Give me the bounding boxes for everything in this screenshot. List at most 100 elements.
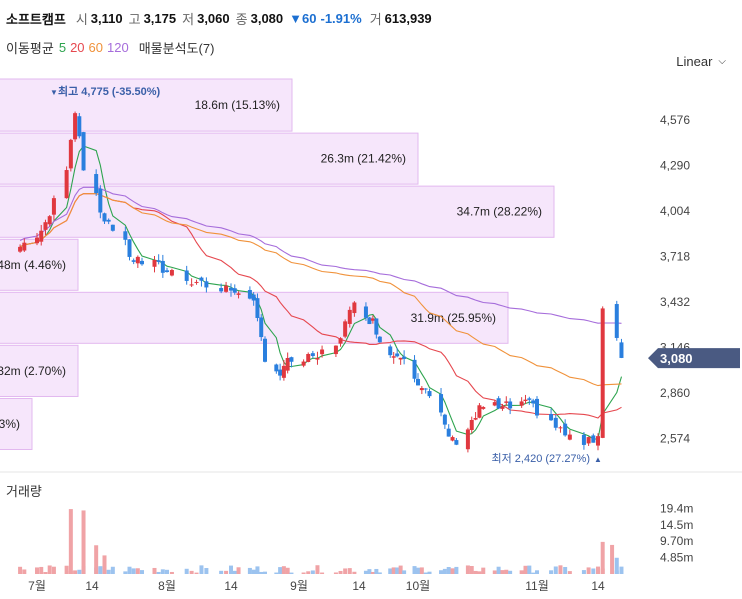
up-triangle-icon: ▲ bbox=[594, 455, 602, 464]
volume-bar bbox=[481, 567, 486, 574]
candle-body bbox=[496, 398, 501, 409]
volume-bar bbox=[610, 544, 615, 574]
volume-bar bbox=[465, 565, 470, 574]
volume-bar bbox=[535, 570, 539, 574]
candle-body bbox=[204, 281, 209, 288]
ma-period-60[interactable]: 60 bbox=[88, 40, 104, 55]
candle-body bbox=[563, 423, 568, 436]
candle-body bbox=[347, 309, 352, 324]
low-label: 저 bbox=[182, 11, 195, 27]
candle-body bbox=[39, 230, 44, 242]
moving-average-bar[interactable]: 이동평균 5 20 60 120 매물분석도(7) bbox=[6, 38, 219, 57]
volume-bar bbox=[43, 572, 48, 574]
volume-bar bbox=[600, 541, 605, 574]
volume-profile-label: 5.48m (4.46%) bbox=[0, 258, 66, 272]
volume-bar bbox=[73, 570, 78, 574]
candle-body bbox=[165, 270, 169, 273]
volume-bar bbox=[508, 570, 513, 574]
candle-body bbox=[454, 440, 459, 445]
volume-profile-label: 18.6m (15.13%) bbox=[195, 98, 280, 112]
volume-bar bbox=[278, 567, 283, 574]
volume-tick-label: 4.85m bbox=[660, 551, 693, 565]
candle-body bbox=[278, 369, 283, 376]
volume-bar bbox=[110, 566, 115, 574]
candle-body bbox=[77, 116, 82, 137]
candle-body bbox=[169, 270, 174, 276]
candle-body bbox=[43, 222, 48, 230]
open-label: 시 bbox=[75, 11, 88, 27]
candle-body bbox=[259, 317, 264, 338]
candle-body bbox=[255, 298, 260, 318]
candle-body bbox=[523, 399, 528, 401]
candle-body bbox=[596, 436, 600, 446]
candle-body bbox=[35, 237, 39, 244]
volume-bar bbox=[363, 570, 368, 574]
volume-bar bbox=[301, 572, 306, 574]
volume-panel-label: 거래량 bbox=[6, 484, 42, 499]
candle-body bbox=[427, 391, 432, 397]
volume-profile-label[interactable]: 매물분석도(7) bbox=[138, 41, 215, 56]
x-tick-label: 10월 bbox=[406, 579, 430, 593]
candle-body bbox=[500, 406, 505, 409]
volume-bar bbox=[274, 572, 279, 574]
y-tick-label: 2,574 bbox=[660, 432, 690, 446]
candle-body bbox=[473, 418, 478, 420]
volume-value: 613,939 bbox=[384, 10, 432, 26]
candle-body bbox=[251, 294, 256, 301]
candle-body bbox=[374, 318, 379, 335]
x-tick-label: 9월 bbox=[290, 579, 308, 593]
candle-body bbox=[492, 402, 497, 406]
high-annotation: 최고 4,775 (-35.50%) bbox=[58, 84, 161, 98]
candle-body bbox=[450, 437, 455, 441]
candle-body bbox=[127, 239, 132, 257]
scale-dropdown[interactable]: Linear ⌵ bbox=[676, 54, 726, 69]
volume-bar bbox=[194, 572, 199, 574]
candle-body bbox=[367, 317, 372, 325]
ma-period-120[interactable]: 120 bbox=[107, 40, 129, 55]
candle-body bbox=[131, 260, 136, 262]
volume-bar bbox=[247, 567, 252, 574]
volume-bar bbox=[306, 571, 311, 574]
ma-period-20[interactable]: 20 bbox=[70, 40, 85, 55]
ma-label: 이동평균 bbox=[6, 41, 54, 56]
volume-bar bbox=[419, 567, 424, 574]
candle-body bbox=[315, 357, 320, 360]
ma-line-120 bbox=[19, 186, 622, 324]
volume-bar bbox=[614, 557, 619, 574]
volume-bar bbox=[388, 568, 393, 574]
x-tick-label: 11월 bbox=[525, 579, 549, 593]
candle-body bbox=[140, 260, 144, 265]
candle-body bbox=[194, 281, 199, 283]
volume-bar bbox=[333, 572, 338, 574]
candle-body bbox=[504, 401, 509, 403]
chevron-down-icon: ⌵ bbox=[718, 56, 726, 67]
candle-body bbox=[189, 284, 194, 286]
y-tick-label: 4,004 bbox=[660, 204, 690, 218]
volume-bar bbox=[156, 571, 161, 574]
candle-body bbox=[402, 356, 407, 359]
close-value: 3,080 bbox=[250, 10, 284, 26]
volume-profile-label: 31.9m (25.95%) bbox=[411, 311, 496, 325]
volume-bar bbox=[285, 567, 290, 574]
candle-body bbox=[263, 338, 267, 362]
low-value: 3,060 bbox=[197, 10, 230, 26]
candle-body bbox=[152, 259, 157, 267]
candle-body bbox=[465, 429, 470, 450]
candle-body bbox=[110, 224, 115, 231]
y-tick-label: 3,718 bbox=[660, 250, 690, 264]
volume-bar bbox=[343, 568, 348, 574]
low-annotation: 최저 2,420 (27.27%) bbox=[491, 452, 590, 465]
volume-bar bbox=[352, 571, 357, 574]
candle-body bbox=[224, 285, 229, 292]
volume-bar bbox=[347, 568, 352, 574]
volume-bar bbox=[402, 570, 407, 574]
volume-bar bbox=[527, 565, 532, 574]
volume-bar bbox=[374, 568, 379, 574]
volume-bar bbox=[35, 567, 39, 574]
candle-body bbox=[527, 398, 532, 400]
candle-body bbox=[232, 288, 237, 293]
candle-body bbox=[199, 277, 204, 281]
candle-body bbox=[301, 361, 306, 366]
ma-period-5[interactable]: 5 bbox=[58, 40, 67, 55]
